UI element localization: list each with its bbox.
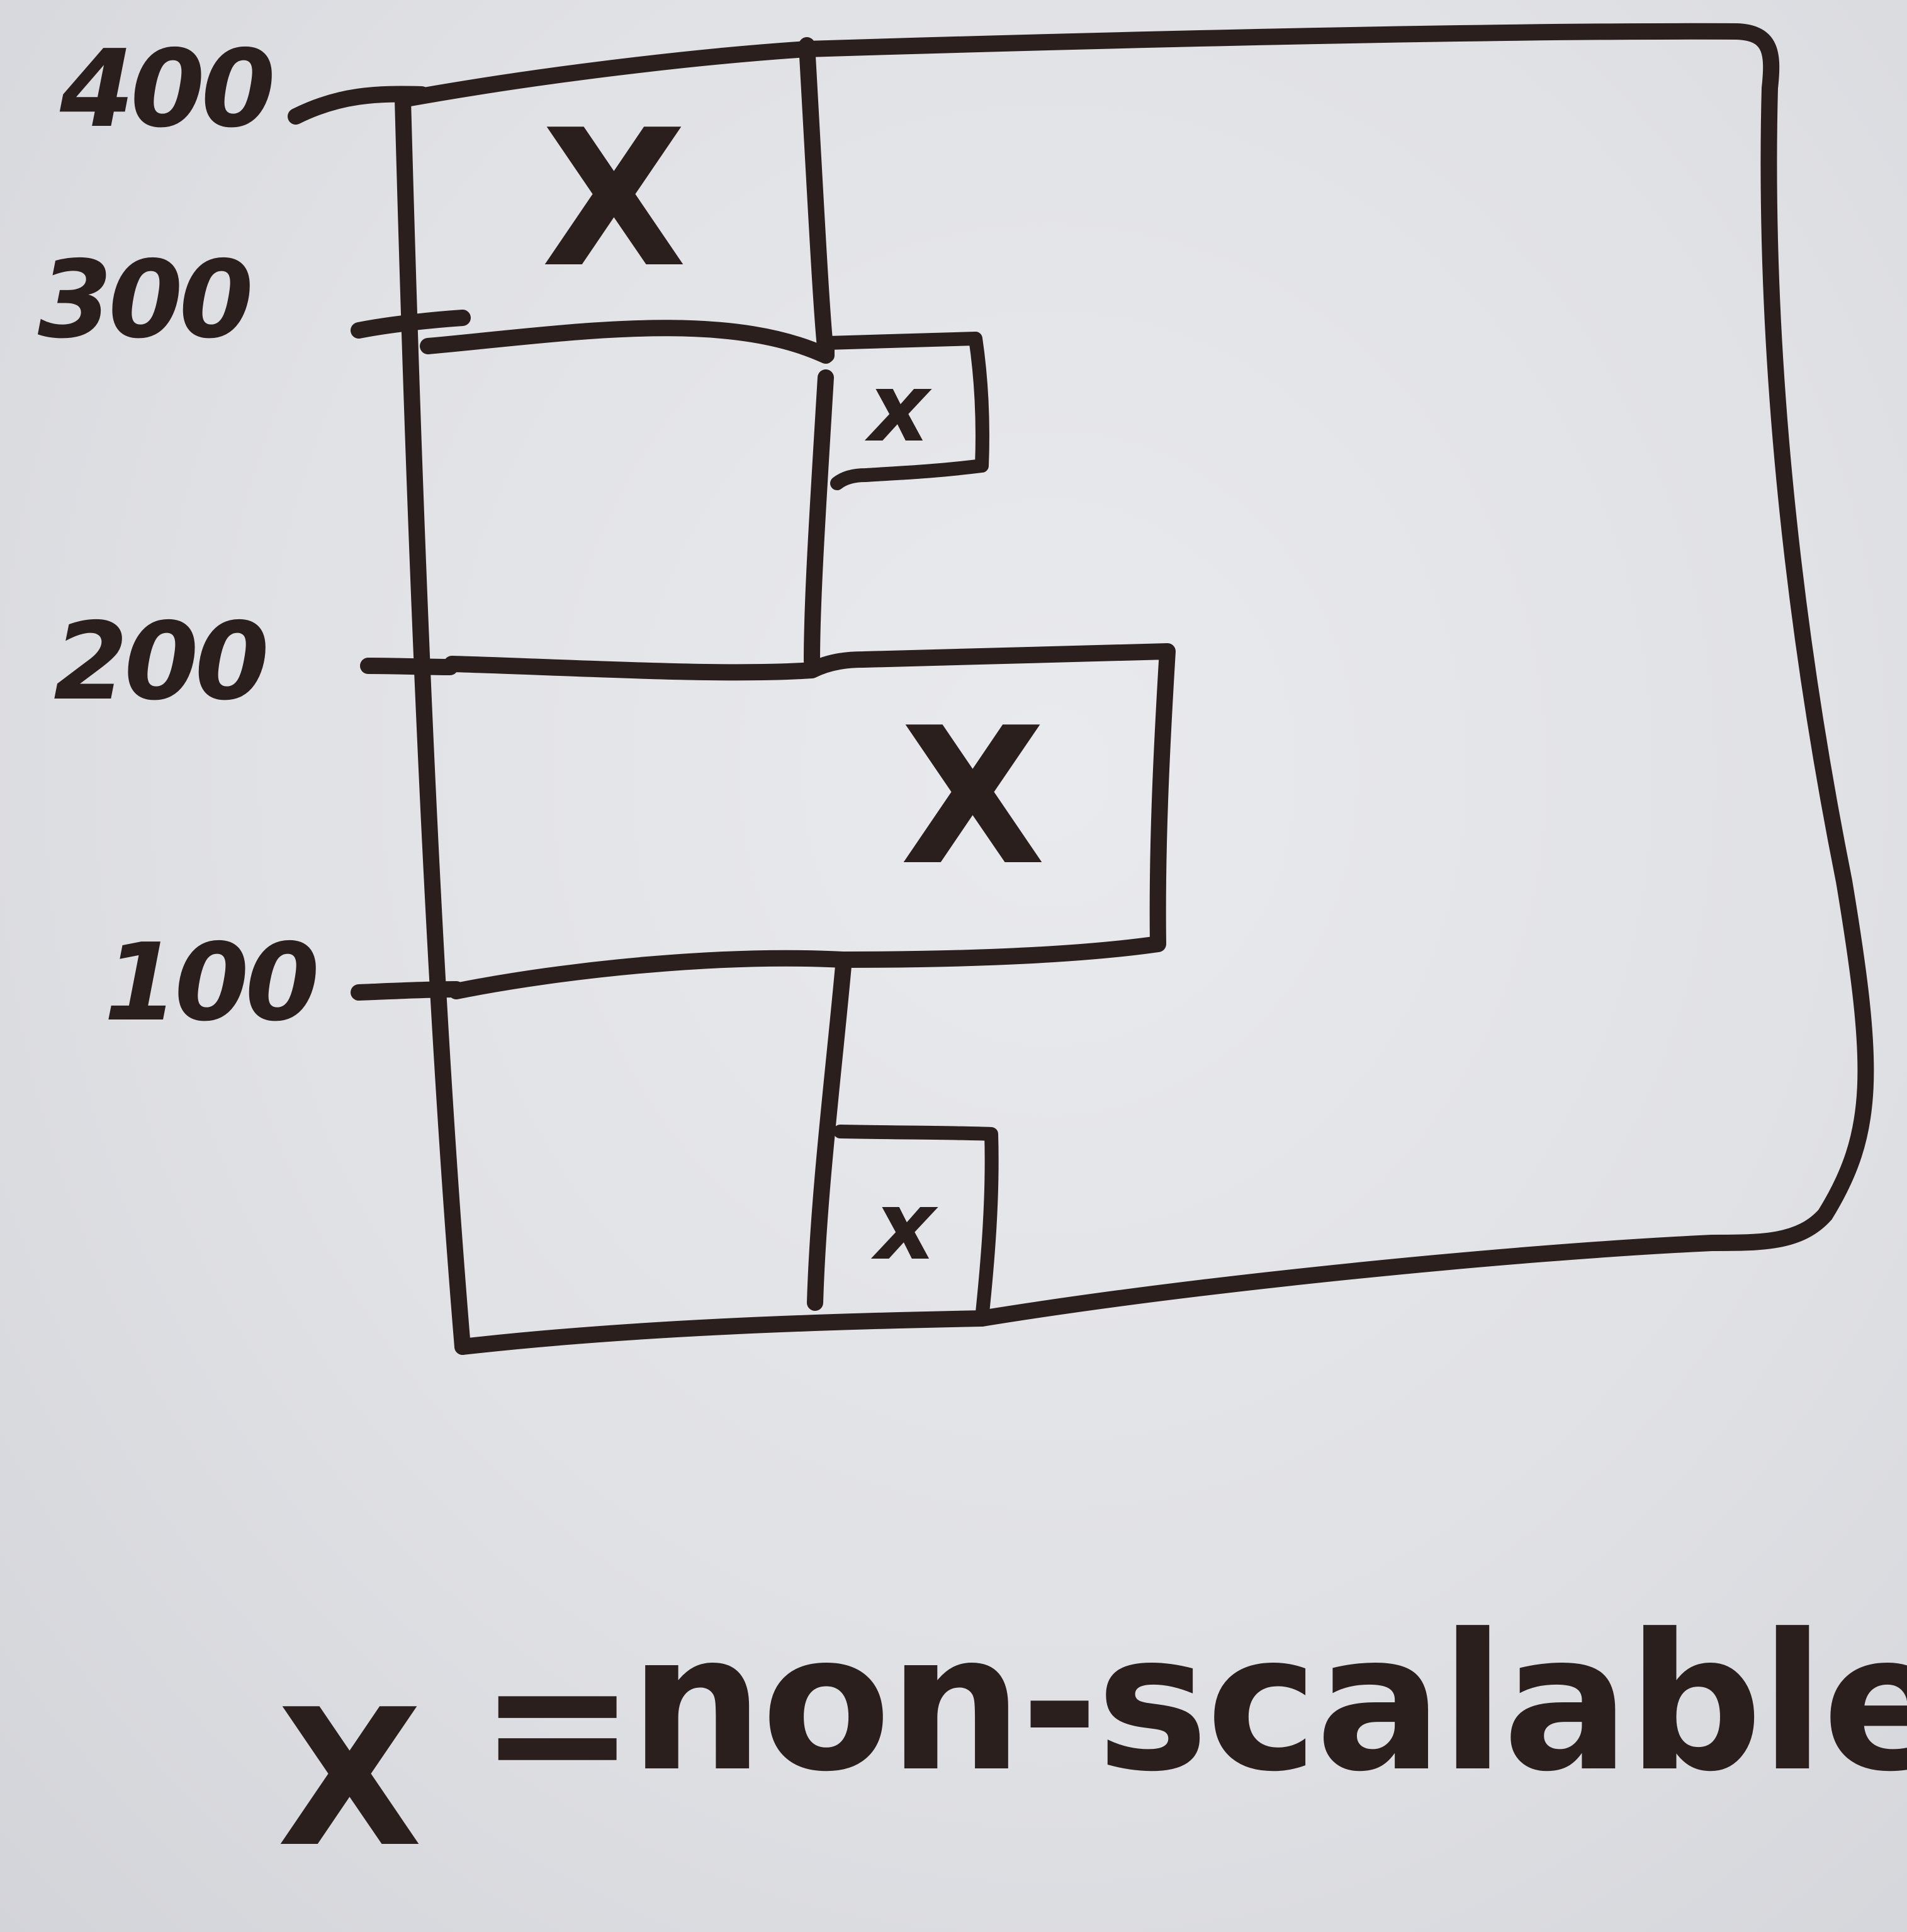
left-column-left-edge <box>395 91 471 1355</box>
left-column-right-edge-mid <box>804 369 834 669</box>
cell-mark-100-200: X <box>900 687 1045 907</box>
cell-box-100-200 <box>804 643 1176 968</box>
tick-300 <box>351 310 471 339</box>
cell-mark-200-300: x <box>864 354 932 463</box>
outer-region-border <box>799 23 1874 1327</box>
tick-label-300: 300 <box>38 238 250 362</box>
cell-box-0-100 <box>833 1125 999 1325</box>
tick-label-100: 100 <box>104 921 317 1045</box>
cell-mark-300-400: X <box>541 89 687 309</box>
tick-200 <box>360 658 458 675</box>
legend-symbol: X <box>277 1669 422 1889</box>
tick-400 <box>288 86 430 125</box>
left-column-right-edge-lower <box>807 958 852 1311</box>
cell-box-200-300 <box>821 332 989 490</box>
divider-300 <box>420 320 834 364</box>
tick-label-200: 200 <box>53 600 266 724</box>
bottom-edge <box>454 1310 990 1355</box>
tick-label-400: 400 <box>59 27 273 152</box>
divider-100 <box>448 950 852 999</box>
tick-100 <box>351 981 464 1001</box>
left-column-right-edge-upper <box>799 37 834 361</box>
legend-label: non-scalable <box>629 1593 1907 1813</box>
legend-equals: = <box>478 1612 634 1832</box>
divider-200 <box>444 656 820 681</box>
cell-mark-0-100: x <box>870 1172 938 1281</box>
left-column-top-edge <box>395 41 815 108</box>
